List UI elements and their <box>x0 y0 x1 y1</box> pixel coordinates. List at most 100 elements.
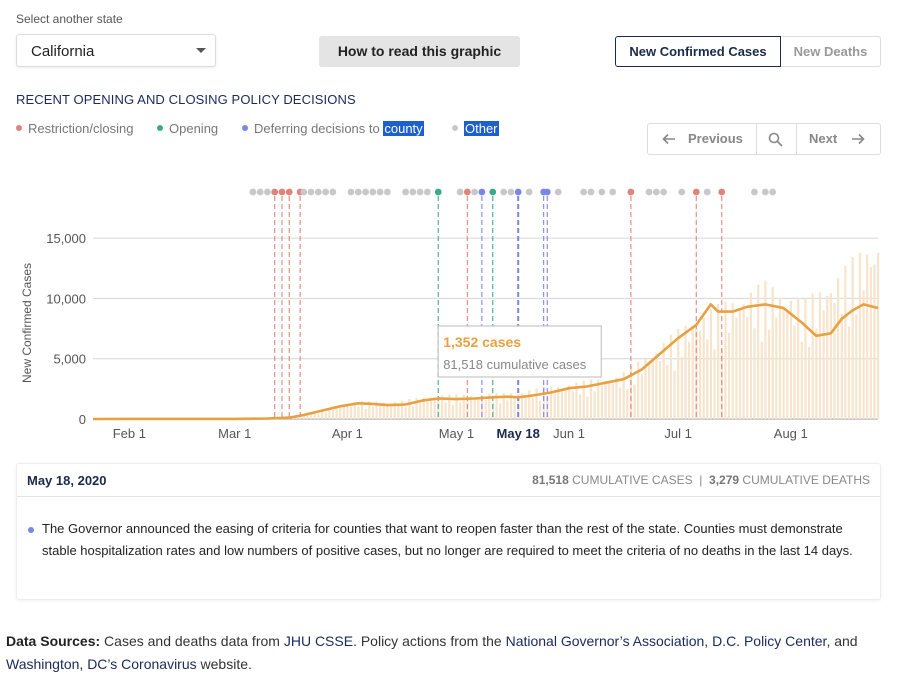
policy-dot <box>489 188 497 196</box>
daily-bar <box>528 390 531 419</box>
jhu-link[interactable]: JHU CSSE <box>283 633 354 649</box>
daily-bar <box>648 363 651 419</box>
other-policy-dot <box>409 188 417 196</box>
other-policy-dot <box>761 188 769 196</box>
daily-bar <box>390 404 393 419</box>
other-policy-dot <box>300 188 308 196</box>
daily-bar <box>804 298 807 419</box>
daily-bar <box>582 380 585 419</box>
daily-bar <box>386 403 389 419</box>
county-dot-icon <box>242 125 248 131</box>
daily-bar <box>506 400 509 419</box>
dc-coronavirus-link[interactable]: Washington, DC’s Coronavirus <box>6 656 197 672</box>
daily-bar <box>847 326 851 419</box>
state-select[interactable]: California <box>16 34 216 67</box>
policy-dots <box>249 188 777 196</box>
daily-bar <box>611 383 614 419</box>
daily-bar <box>379 404 382 419</box>
policy-dot <box>718 188 726 196</box>
daily-bar <box>666 365 669 419</box>
other-policy-dot <box>703 188 711 196</box>
daily-bar <box>626 389 629 419</box>
daily-bar <box>862 290 865 419</box>
daily-bar <box>633 384 636 419</box>
other-dot-icon <box>452 125 458 131</box>
sources-text: , <box>704 633 713 649</box>
daily-bar <box>455 394 458 419</box>
cumulative-cases-label: CUMULATIVE CASES <box>572 473 693 487</box>
daily-bar <box>469 395 473 419</box>
data-sources: Data Sources: Cases and deaths data from… <box>6 630 896 676</box>
other-policy-dot <box>416 188 424 196</box>
search-icon <box>768 132 783 147</box>
daily-bar <box>499 403 502 419</box>
daily-bar <box>535 388 538 419</box>
daily-bar <box>757 284 760 419</box>
x-tick-label: Aug 1 <box>774 426 808 441</box>
daily-bar <box>451 405 454 419</box>
new-confirmed-cases-toggle[interactable]: New Confirmed Cases <box>615 36 781 67</box>
policy-dot <box>692 188 700 196</box>
daily-bar <box>491 402 494 419</box>
daily-bar <box>531 397 534 419</box>
policy-dot <box>271 188 279 196</box>
daily-bar <box>393 401 396 419</box>
daily-bar <box>524 395 527 419</box>
sources-label: Data Sources: <box>6 633 101 649</box>
daily-bar <box>371 406 375 419</box>
daily-bar <box>317 413 320 419</box>
daily-bar <box>818 292 822 419</box>
daily-bar <box>466 399 469 419</box>
x-tick-label: Mar 1 <box>218 426 251 441</box>
daily-bar <box>350 406 353 419</box>
legend-highlight: county <box>383 121 424 136</box>
daily-bar <box>680 356 683 419</box>
daily-bar <box>873 264 876 419</box>
daily-bar <box>360 400 364 419</box>
other-policy-dot <box>660 188 667 196</box>
how-to-read-button[interactable]: How to read this graphic <box>319 36 520 67</box>
previous-button[interactable]: Previous <box>648 124 757 154</box>
daily-bar <box>400 400 404 419</box>
other-policy-dot <box>354 188 362 196</box>
daily-bar <box>462 394 465 419</box>
daily-bar <box>578 394 582 419</box>
other-policy-dot <box>500 188 508 196</box>
chart-tooltip: 1,352 cases 81,518 cumulative cases <box>437 325 602 378</box>
daily-bar <box>615 377 618 419</box>
daily-bar <box>662 343 665 419</box>
x-tick-label: Jun 1 <box>553 426 585 441</box>
other-policy-dot <box>507 188 515 196</box>
search-button[interactable] <box>756 124 797 154</box>
daily-bar <box>357 407 360 419</box>
y-tick-label: 10,000 <box>46 291 86 306</box>
daily-bar <box>429 398 433 419</box>
other-policy-dot <box>383 188 391 196</box>
daily-bar <box>866 254 869 419</box>
daily-bar <box>640 374 643 419</box>
detail-description: The Governor announced the easing of cri… <box>42 521 853 558</box>
daily-bar <box>477 397 480 419</box>
daily-bar <box>782 307 785 419</box>
daily-bar <box>600 386 603 419</box>
next-button[interactable]: Next <box>797 124 881 154</box>
new-deaths-toggle[interactable]: New Deaths <box>781 36 881 67</box>
daily-bar <box>829 293 832 419</box>
detail-stats: 81,518 CUMULATIVE CASES | 3,279 CUMULATI… <box>532 473 870 487</box>
nga-link[interactable]: National Governor’s Association <box>505 633 705 649</box>
daily-bar <box>375 401 378 419</box>
legend-label: Restriction/closing <box>28 121 134 136</box>
sources-text: Cases and deaths data from <box>100 633 284 649</box>
daily-bar <box>437 400 440 419</box>
other-policy-dot <box>307 188 315 196</box>
daily-bar <box>310 413 313 419</box>
opening-dot-icon <box>157 125 163 131</box>
y-tick-label: 5,000 <box>53 352 86 367</box>
dc-policy-center-link[interactable]: D.C. Policy Center <box>712 633 827 649</box>
chart-axes: 0 5,000 10,000 15,000 New Confirmed Cases Feb… <box>20 231 808 441</box>
daily-bar <box>669 334 673 419</box>
legend-restriction: Restriction/closing <box>16 121 134 136</box>
daily-bar <box>513 396 516 419</box>
other-policy-dot <box>769 188 777 196</box>
daily-bar <box>844 265 847 419</box>
